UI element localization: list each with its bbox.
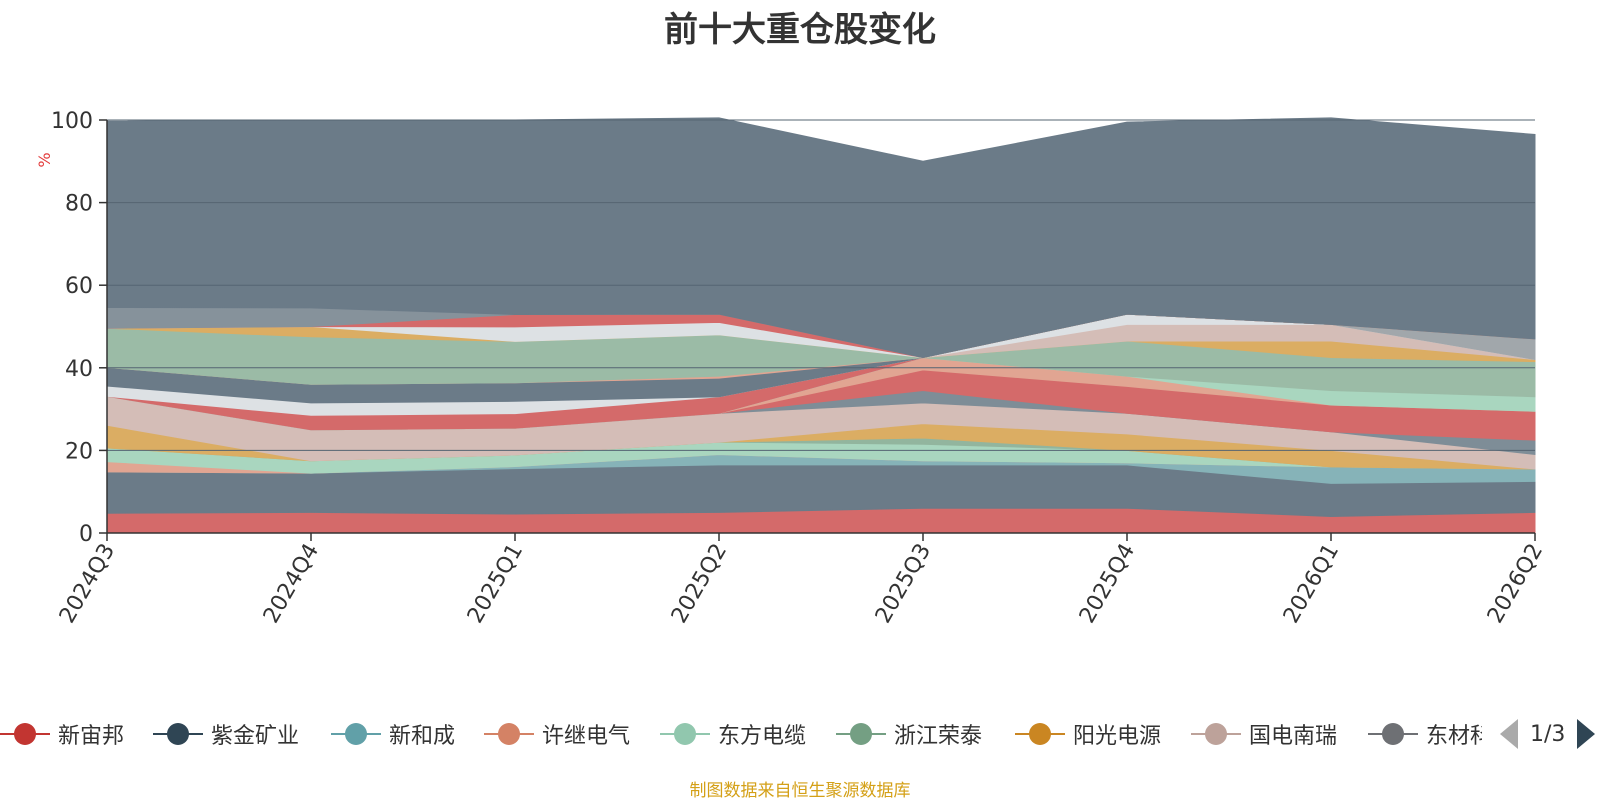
legend-items: 新宙邦 紫金矿业 新和成 许继电气 东方电缆 浙江荣泰 阳光电源 国电南瑞 东材科技 — [0, 712, 1482, 756]
grid-layer — [107, 119, 1535, 451]
legend-item[interactable]: 东方电缆 — [660, 712, 806, 756]
legend-item-label: 新和成 — [389, 724, 456, 749]
legend-marker-icon — [660, 719, 710, 749]
y-tick-label: 60 — [65, 274, 93, 299]
x-tick-label: 2024Q3 — [55, 540, 120, 628]
x-tick-label: 2025Q2 — [667, 540, 732, 628]
area-series-26 — [106, 117, 1536, 359]
legend-item[interactable]: 新和成 — [331, 712, 455, 756]
stacked-area-chart: 0 20 40 60 80 100 2024Q3 2024Q4 2025Q1 2025Q2 2025… — [35, 109, 1548, 628]
y-tick-label: 40 — [65, 357, 93, 382]
legend-item[interactable]: 阳光电源 — [1015, 712, 1161, 756]
legend-item[interactable]: 东材科技 — [1368, 712, 1482, 756]
y-tick-label: 0 — [79, 522, 93, 547]
footer-note: 制图数据来自恒生聚源数据库 — [689, 781, 911, 801]
legend-item-label: 新宙邦 — [58, 724, 125, 749]
areas-layer — [106, 117, 1536, 534]
chart-title: 前十大重仓股变化 — [664, 10, 936, 50]
legend-item[interactable]: 国电南瑞 — [1191, 712, 1337, 756]
legend-item-label: 东方电缆 — [718, 724, 807, 749]
legend-item[interactable]: 新宙邦 — [0, 712, 124, 756]
legend-marker-icon — [0, 719, 50, 749]
y-tick-label: 20 — [65, 439, 93, 464]
legend-marker-icon — [1368, 719, 1418, 749]
legend-pager: 1/3 — [1500, 712, 1596, 756]
x-tick-label: 2025Q1 — [463, 540, 528, 628]
legend-marker-icon — [1015, 719, 1065, 749]
x-tick-label: 2024Q4 — [259, 540, 324, 628]
legend-item-label: 东材科技 — [1426, 724, 1482, 749]
y-tick-label: 80 — [65, 192, 93, 217]
legend-item-label: 浙江荣泰 — [894, 724, 983, 749]
legend-marker-icon — [836, 719, 886, 749]
x-tick-label: 2026Q2 — [1483, 540, 1548, 628]
x-tick-label: 2025Q3 — [871, 540, 936, 628]
legend-marker-icon — [1191, 719, 1241, 749]
legend-marker-icon — [484, 719, 534, 749]
legend-marker-icon — [331, 719, 381, 749]
y-tick-label: 100 — [51, 109, 93, 134]
legend-item[interactable]: 浙江荣泰 — [836, 712, 982, 756]
legend-item-label: 阳光电源 — [1073, 724, 1162, 749]
x-tick-label: 2026Q1 — [1279, 540, 1344, 628]
legend-marker-icon — [153, 719, 203, 749]
legend-prev-page-button[interactable] — [1500, 719, 1518, 749]
y-axis-unit: % — [35, 152, 54, 167]
legend-page-indicator: 1/3 — [1530, 721, 1566, 747]
legend-item-label: 紫金矿业 — [211, 724, 300, 749]
legend: 新宙邦 紫金矿业 新和成 许继电气 东方电缆 浙江荣泰 阳光电源 国电南瑞 东材科技 1/3 — [0, 712, 1600, 756]
legend-item[interactable]: 紫金矿业 — [153, 712, 299, 756]
legend-item-label: 许继电气 — [542, 724, 631, 749]
legend-next-page-button[interactable] — [1577, 719, 1596, 749]
legend-item-label: 国电南瑞 — [1249, 724, 1338, 749]
x-tick-label: 2025Q4 — [1075, 540, 1140, 628]
legend-item[interactable]: 许继电气 — [484, 712, 630, 756]
